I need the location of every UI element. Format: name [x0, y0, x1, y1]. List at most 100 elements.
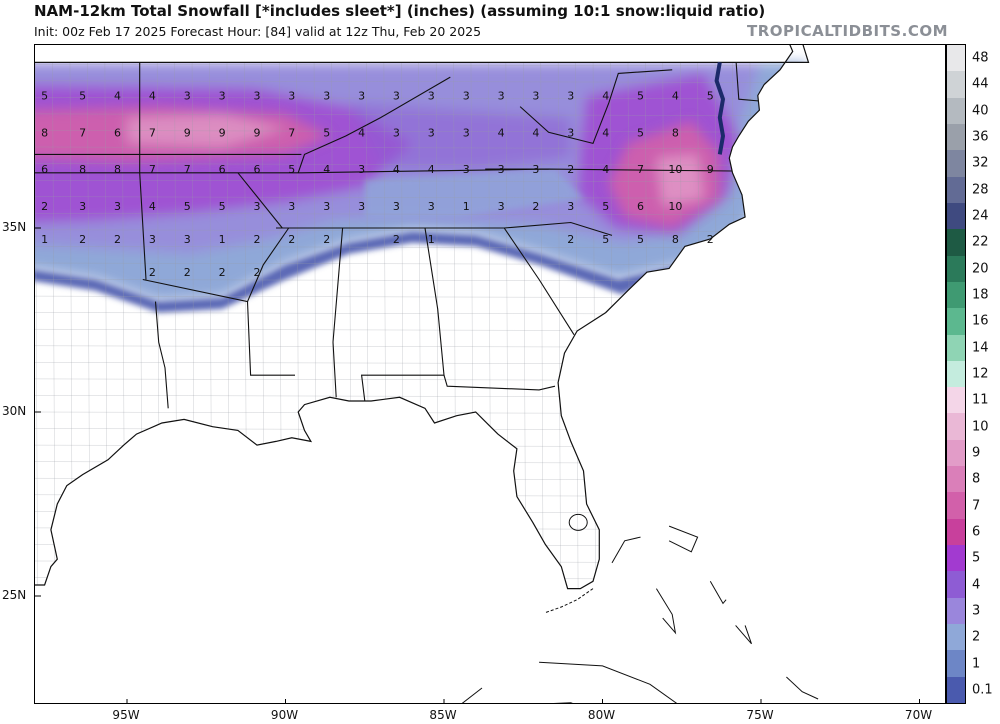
snowfall-value-label: 2 — [288, 233, 295, 246]
colorbar-label: 18 — [972, 287, 989, 303]
snowfall-value-label: 3 — [393, 90, 400, 103]
colorbar-label: 5 — [972, 550, 981, 566]
snowfall-value-label: 4 — [602, 126, 609, 139]
snowfall-value-label: 3 — [323, 200, 330, 213]
snowfall-value-label: 9 — [219, 126, 226, 139]
colorbar-segment — [947, 176, 965, 204]
snowfall-value-label: 2 — [567, 233, 574, 246]
snowfall-value-label: 5 — [637, 126, 644, 139]
snowfall-value-label: 9 — [254, 126, 261, 139]
colorbar-label: 6 — [972, 524, 981, 540]
colorbar-segment — [947, 97, 965, 125]
snowfall-value-label: 5 — [637, 90, 644, 103]
snowfall-value-label: 5 — [323, 126, 330, 139]
colorbar-label: 16 — [972, 313, 989, 329]
snowfall-value-label: 3 — [219, 90, 226, 103]
snowfall-value-label: 3 — [358, 200, 365, 213]
colorbar-segment — [947, 518, 965, 546]
snowfall-value-label: 3 — [184, 233, 191, 246]
colorbar-segment — [947, 545, 965, 572]
colorbar-label: 28 — [972, 182, 989, 198]
colorbar-segment — [947, 387, 965, 414]
snowfall-value-label: 3 — [463, 90, 470, 103]
colorbar-label: 10 — [972, 419, 989, 435]
snowfall-value-label: 3 — [532, 163, 539, 176]
colorbar-segment — [947, 45, 965, 72]
colorbar-segment — [947, 492, 965, 520]
snowfall-value-label: 3 — [428, 126, 435, 139]
snowfall-value-label: 1 — [428, 233, 435, 246]
snowfall-value-label: 4 — [428, 163, 435, 176]
snowfall-value-label: 3 — [254, 90, 261, 103]
snowfall-value-label: 3 — [184, 90, 191, 103]
coastline — [35, 45, 819, 703]
snowfall-value-label: 4 — [149, 90, 156, 103]
snowfall-value-label: 8 — [672, 126, 679, 139]
snowfall-value-label: 3 — [498, 90, 505, 103]
snowfall-value-label: 2 — [567, 163, 574, 176]
forecast-info: Init: 00z Feb 17 2025 Forecast Hour: [84… — [34, 24, 482, 39]
snowfall-value-label: 4 — [532, 126, 539, 139]
snowfall-value-label: 2 — [393, 233, 400, 246]
colorbar-label: 3 — [972, 603, 981, 619]
snowfall-value-label: 5 — [637, 233, 644, 246]
colorbar — [946, 44, 966, 704]
snowfall-value-label: 6 — [637, 200, 644, 213]
colorbar-segment — [947, 150, 965, 178]
colorbar-segment — [947, 571, 965, 599]
snowfall-value-label: 7 — [149, 126, 156, 139]
snowfall-value-label: 2 — [532, 200, 539, 213]
colorbar-label: 4 — [972, 577, 981, 593]
snowfall-value-label: 9 — [707, 163, 714, 176]
brand-watermark: TROPICALTIDBITS.COM — [747, 22, 948, 40]
colorbar-segment — [947, 71, 965, 99]
colorbar-segment — [947, 229, 965, 257]
longitude-label: 85W — [429, 708, 457, 722]
snowfall-value-label: 3 — [393, 126, 400, 139]
snowfall-value-label: 4 — [602, 90, 609, 103]
snowfall-value-label: 3 — [254, 200, 261, 213]
snowfall-value-label: 5 — [79, 90, 86, 103]
colorbar-label: 2 — [972, 629, 981, 645]
snowfall-value-label: 2 — [219, 266, 226, 279]
longitude-label: 95W — [112, 708, 140, 722]
colorbar-segment — [947, 255, 965, 283]
colorbar-label: 8 — [972, 471, 981, 487]
snowfall-value-label: 3 — [532, 90, 539, 103]
snowfall-value-label: 2 — [184, 266, 191, 279]
snowfall-value-label: 7 — [288, 126, 295, 139]
colorbar-label: 20 — [972, 261, 989, 277]
latitude-label: 35N — [2, 220, 27, 234]
snowfall-value-label: 3 — [498, 200, 505, 213]
colorbar-segment — [947, 334, 965, 362]
snowfall-value-label: 5 — [41, 90, 48, 103]
longitude-label: 90W — [270, 708, 299, 722]
snowfall-value-label: 2 — [79, 233, 86, 246]
colorbar-label: 36 — [972, 129, 989, 145]
snowfall-value-label: 3 — [567, 200, 574, 213]
snowfall-value-label: 3 — [79, 200, 86, 213]
snowfall-value-label: 5 — [288, 163, 295, 176]
colorbar-label: 22 — [972, 234, 989, 250]
snowfall-value-label: 5 — [184, 200, 191, 213]
colorbar-segment — [947, 439, 965, 467]
latitude-label: 25N — [2, 588, 27, 602]
colorbar-label: 12 — [972, 366, 989, 382]
snowfall-value-label: 8 — [114, 163, 121, 176]
colorbar-label: 48 — [972, 50, 989, 66]
snowfall-value-label: 4 — [323, 163, 330, 176]
snowfall-value-label: 6 — [114, 126, 121, 139]
snowfall-value-label: 3 — [463, 163, 470, 176]
colorbar-segment — [947, 650, 965, 678]
colorbar-label: 11 — [972, 392, 989, 408]
snowfall-value-labels: 5 5 4 4 3 3 3 3 3 3 3 3 3 3 3 3 4 5 4 5 8 7 6 7 9 9 9 7 5 4 3 3 3 4 4 3 4 5 8 6… — [41, 90, 714, 280]
snowfall-value-label: 7 — [79, 126, 86, 139]
colorbar-segment — [947, 202, 965, 230]
colorbar-segment — [947, 123, 965, 151]
colorbar-label: 40 — [972, 103, 989, 119]
snowfall-value-label: 3 — [567, 126, 574, 139]
snowfall-value-label: 10 — [668, 200, 682, 213]
snowfall-value-label: 2 — [254, 233, 261, 246]
axis-ticks — [35, 227, 920, 703]
snowfall-value-label: 5 — [602, 200, 609, 213]
